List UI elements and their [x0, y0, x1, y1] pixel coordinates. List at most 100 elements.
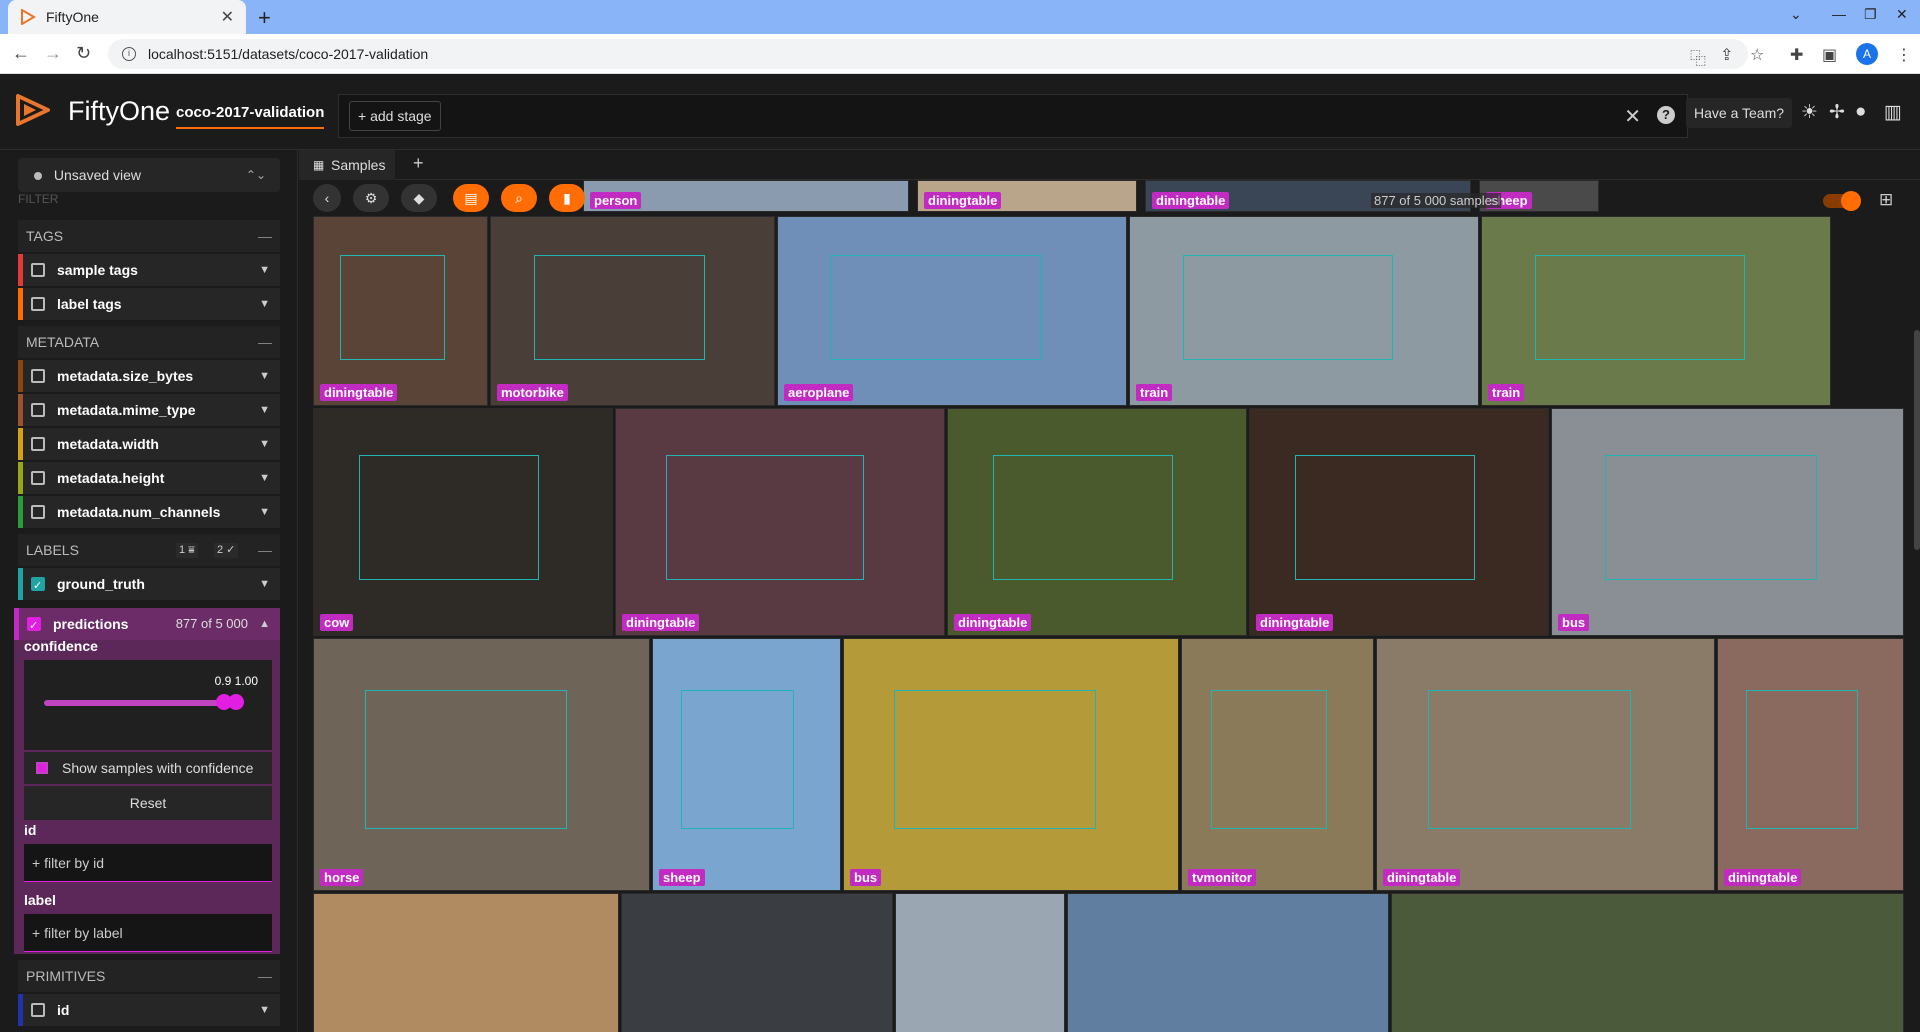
checkbox-icon[interactable]: [27, 610, 41, 642]
collapse-icon[interactable]: —: [258, 542, 272, 558]
slider-max-handle[interactable]: [228, 694, 244, 710]
add-stage-button[interactable]: + add stage: [349, 101, 441, 131]
checkbox-icon[interactable]: [31, 471, 45, 485]
bookmark-star-icon[interactable]: ☆: [1750, 47, 1765, 64]
clear-view-icon[interactable]: ✕: [1624, 106, 1641, 128]
tab-samples[interactable]: ▦ Samples: [299, 150, 395, 180]
similarity-search-icon[interactable]: ⌕: [501, 184, 537, 212]
sidebar-item-id[interactable]: id ▼: [18, 994, 280, 1026]
sidebar-item-sample-tags[interactable]: sample tags ▼: [18, 254, 280, 286]
menu-icon[interactable]: ⋮: [1896, 47, 1912, 64]
grid-tile[interactable]: [1391, 893, 1904, 1032]
back-icon[interactable]: ←: [12, 43, 30, 63]
checkbox-icon[interactable]: [36, 762, 48, 774]
reload-icon[interactable]: ↻: [76, 43, 92, 63]
grid-tile[interactable]: bus: [843, 638, 1179, 891]
sun-icon[interactable]: ☀: [1801, 102, 1819, 123]
chevron-down-icon[interactable]: ▼: [259, 578, 270, 590]
fiftyone-logo-icon[interactable]: [14, 90, 54, 130]
chevron-down-icon[interactable]: ▼: [259, 1004, 270, 1016]
collapse-icon[interactable]: —: [258, 968, 272, 984]
collapse-icon[interactable]: —: [258, 334, 272, 350]
sidebar-item-label-tags[interactable]: label tags ▼: [18, 288, 280, 320]
reset-button[interactable]: Reset: [24, 786, 272, 820]
checkbox-icon[interactable]: [31, 369, 45, 383]
sidebar-item-metadata-num-channels[interactable]: metadata.num_channels ▼: [18, 496, 280, 528]
share-icon[interactable]: ⇪: [1720, 47, 1734, 64]
patches-icon[interactable]: ▤: [453, 184, 489, 212]
save-view-icon[interactable]: ▮: [549, 184, 585, 212]
checkbox-icon[interactable]: [31, 570, 45, 602]
confidence-slider[interactable]: 0.9 1.00: [24, 660, 272, 750]
checkbox-icon[interactable]: [31, 1003, 45, 1017]
grid-tile[interactable]: [1067, 893, 1389, 1032]
close-tab-icon[interactable]: ✕: [220, 9, 234, 26]
grid-scrollbar[interactable]: [1914, 330, 1920, 550]
filter-by-id-input[interactable]: + filter by id: [24, 844, 272, 882]
tag-icon[interactable]: ◆: [401, 184, 437, 212]
group-tags[interactable]: TAGS —: [18, 220, 280, 252]
settings-gear-icon[interactable]: ⚙: [353, 184, 389, 212]
chevron-down-icon[interactable]: ▼: [259, 298, 270, 310]
filter-count-badge[interactable]: 1 ⩸: [176, 543, 198, 558]
grid-tile[interactable]: aeroplane: [777, 216, 1127, 406]
show-samples-with-confidence-toggle[interactable]: Show samples with confidence: [24, 752, 272, 784]
sidebar-item-metadata-height[interactable]: metadata.height ▼: [18, 462, 280, 494]
collapse-icon[interactable]: —: [258, 228, 272, 244]
browser-tab[interactable]: FiftyOne ✕: [8, 0, 246, 34]
sidebar-item-metadata-mime-type[interactable]: metadata.mime_type ▼: [18, 394, 280, 426]
chevron-down-icon[interactable]: ▼: [259, 370, 270, 382]
grid-tile[interactable]: tvmonitor: [1181, 638, 1374, 891]
group-labels[interactable]: LABELS 1 ⩸ 2 ✓ —: [18, 534, 280, 566]
grid-tile[interactable]: diningtable: [947, 408, 1247, 636]
help-icon[interactable]: ?: [1657, 106, 1675, 124]
restore-icon[interactable]: ❐: [1864, 6, 1877, 22]
grid-tile[interactable]: diningtable: [1249, 408, 1549, 636]
close-window-icon[interactable]: ✕: [1896, 6, 1908, 22]
sidebar-item-ground-truth[interactable]: ground_truth ▼: [18, 568, 280, 602]
checkbox-icon[interactable]: [31, 263, 45, 277]
view-selector[interactable]: Unsaved view ⌃⌄: [18, 158, 280, 192]
sidebar-item-metadata-width[interactable]: metadata.width ▼: [18, 428, 280, 460]
new-tab-icon[interactable]: +: [258, 5, 271, 30]
grid-tile[interactable]: train: [1481, 216, 1831, 406]
grid-tile[interactable]: horse: [313, 638, 650, 891]
slack-icon[interactable]: ✢: [1829, 102, 1845, 123]
grid-tile[interactable]: motorbike: [490, 216, 775, 406]
chevron-down-icon[interactable]: ▼: [259, 438, 270, 450]
github-icon[interactable]: ●: [1855, 101, 1867, 122]
minimize-icon[interactable]: —: [1832, 6, 1846, 22]
add-panel-icon[interactable]: +: [413, 153, 424, 173]
side-panel-icon[interactable]: ▣: [1822, 47, 1838, 64]
dataset-selector[interactable]: coco-2017-validation: [176, 104, 325, 129]
visible-count-badge[interactable]: 2 ✓: [214, 543, 239, 558]
checkbox-icon[interactable]: [31, 505, 45, 519]
checkbox-icon[interactable]: [31, 437, 45, 451]
grid-tile[interactable]: diningtable: [917, 180, 1137, 212]
toggle-knob[interactable]: [1841, 191, 1861, 211]
profile-avatar[interactable]: A: [1856, 43, 1878, 65]
grid-tile[interactable]: sheep: [652, 638, 841, 891]
grid-tile[interactable]: diningtable: [313, 216, 488, 406]
grid-tile[interactable]: diningtable: [615, 408, 945, 636]
grid-tile[interactable]: [895, 893, 1065, 1032]
grid-tile[interactable]: diningtable: [1376, 638, 1715, 891]
grid-zoom-toggle[interactable]: [1823, 191, 1861, 211]
chevron-up-icon[interactable]: ▲: [259, 618, 270, 630]
have-a-team-button[interactable]: Have a Team?: [1686, 98, 1793, 128]
site-info-icon[interactable]: i: [122, 47, 136, 61]
sidebar-item-metadata-size-bytes[interactable]: metadata.size_bytes ▼: [18, 360, 280, 392]
grid-tile[interactable]: train: [1129, 216, 1479, 406]
back-arrow-icon[interactable]: ‹: [313, 184, 341, 212]
grid-tile[interactable]: [313, 893, 619, 1032]
chevron-down-icon[interactable]: ▼: [259, 506, 270, 518]
chevron-down-icon[interactable]: ▼: [259, 404, 270, 416]
sidebar-item-predictions[interactable]: predictions 877 of 5 000 ▲: [14, 608, 280, 642]
tab-search-icon[interactable]: ⌄: [1790, 6, 1802, 22]
grid-tile[interactable]: diningtable: [1717, 638, 1904, 891]
grid-tile[interactable]: person: [583, 180, 909, 212]
checkbox-icon[interactable]: [31, 297, 45, 311]
checkbox-icon[interactable]: [31, 403, 45, 417]
group-metadata[interactable]: METADATA —: [18, 326, 280, 358]
brand-title[interactable]: FiftyOne: [68, 96, 171, 126]
